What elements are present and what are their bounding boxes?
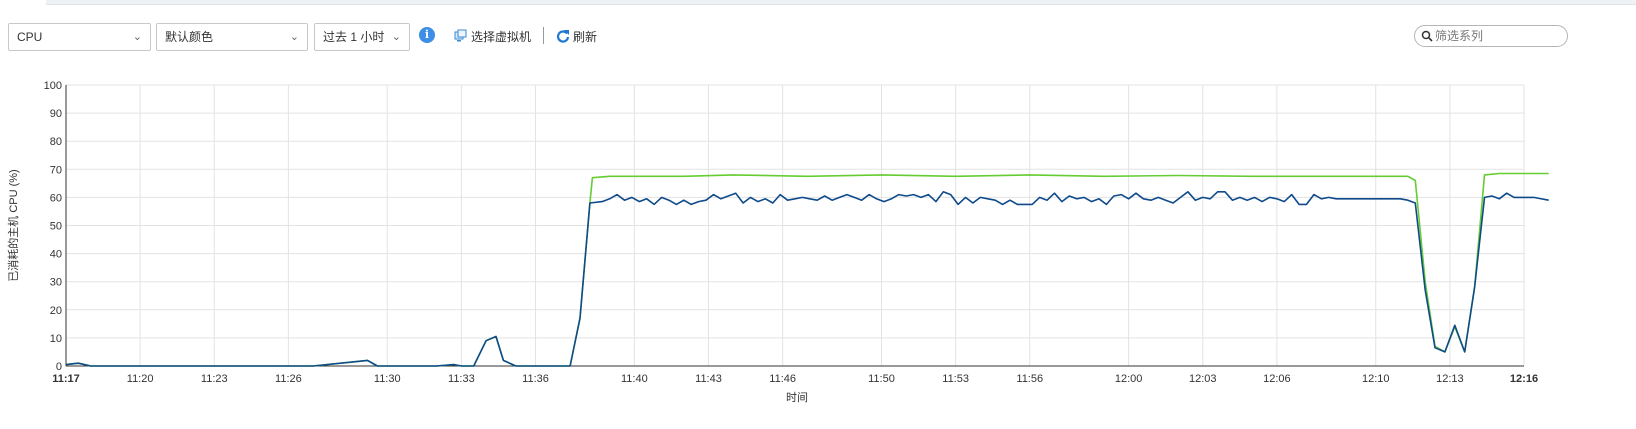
x-tick-label: 12:03 — [1189, 373, 1217, 385]
x-tick-label: 12:06 — [1263, 373, 1291, 385]
series-filter-input[interactable] — [1435, 28, 1563, 44]
y-tick-label: 90 — [50, 108, 62, 120]
time-range-select[interactable]: 过去 1 小时 ⌄ — [314, 23, 410, 51]
x-tick-label: 11:56 — [1016, 373, 1043, 385]
series-filter[interactable] — [1414, 25, 1568, 47]
x-tick-label: 11:23 — [201, 373, 228, 385]
chevron-down-icon: ⌄ — [391, 31, 401, 43]
series-line[interactable] — [65, 191, 1549, 367]
info-icon[interactable]: i — [419, 27, 435, 43]
y-tick-label: 0 — [56, 361, 62, 373]
virtual-machine-icon — [454, 29, 467, 42]
y-tick-label: 40 — [50, 249, 62, 261]
x-axis-label: 时间 — [786, 391, 808, 404]
x-tick-label: 11:33 — [448, 373, 475, 385]
metric-select-value: CPU — [17, 30, 43, 44]
x-tick-label: 11:40 — [621, 373, 648, 385]
refresh-label: 刷新 — [573, 30, 598, 44]
chart-toolbar: CPU ⌄ 默认颜色 ⌄ 过去 1 小时 ⌄ i 选择虚拟机 刷新 — [8, 23, 1628, 51]
y-tick-label: 70 — [50, 164, 62, 176]
x-tick-label: 11:20 — [127, 373, 154, 385]
chart-series — [65, 172, 1549, 367]
y-tick-label: 100 — [44, 80, 62, 92]
time-select-value: 过去 1 小时 — [323, 30, 385, 44]
y-axis-label: 已消耗的主机 CPU (%) — [6, 169, 20, 281]
x-tick-label: 12:13 — [1436, 373, 1464, 385]
y-axis-ticks: 0 10 20 30 40 50 60 70 80 90 100 — [44, 80, 62, 373]
y-tick-label: 50 — [50, 221, 62, 233]
x-axis-ticks: 11:17 11:20 11:23 11:26 11:30 11:33 11:36 11:40… — [52, 373, 1538, 385]
search-icon — [1421, 30, 1433, 42]
x-tick-label: 11:36 — [522, 373, 549, 385]
toolbar-divider — [543, 27, 544, 44]
chart-grid — [65, 84, 1525, 367]
x-tick-label: 11:46 — [769, 373, 796, 385]
color-select-value: 默认颜色 — [165, 30, 214, 44]
chevron-down-icon: ⌄ — [132, 31, 142, 43]
refresh-button[interactable]: 刷新 — [556, 27, 597, 47]
color-scheme-select[interactable]: 默认颜色 ⌄ — [156, 23, 308, 51]
x-tick-label: 11:43 — [695, 373, 722, 385]
x-tick-label: 11:26 — [275, 373, 302, 385]
x-tick-label: 12:16 — [1510, 373, 1538, 385]
y-tick-label: 80 — [50, 136, 62, 148]
x-tick-label: 11:53 — [942, 373, 969, 385]
top-panel-strip — [46, 0, 1636, 5]
y-tick-label: 20 — [50, 305, 62, 317]
x-tick-label: 11:30 — [374, 373, 401, 385]
metric-select[interactable]: CPU ⌄ — [8, 23, 151, 51]
y-tick-label: 60 — [50, 192, 62, 204]
y-tick-label: 30 — [50, 277, 62, 289]
x-tick-label: 11:17 — [52, 373, 80, 385]
select-vm-button[interactable]: 选择虚拟机 — [454, 27, 531, 47]
y-tick-label: 10 — [50, 333, 62, 345]
x-tick-label: 12:00 — [1115, 373, 1143, 385]
refresh-icon — [556, 30, 570, 43]
select-vm-label: 选择虚拟机 — [471, 30, 532, 44]
x-tick-label: 11:50 — [868, 373, 895, 385]
x-tick-label: 12:10 — [1362, 373, 1390, 385]
chevron-down-icon: ⌄ — [289, 31, 299, 43]
